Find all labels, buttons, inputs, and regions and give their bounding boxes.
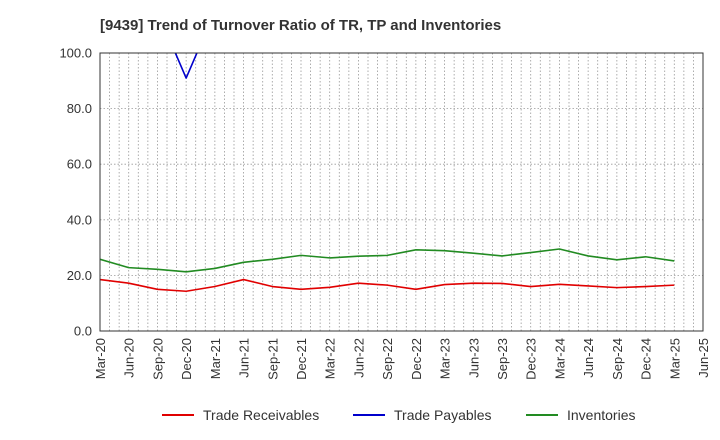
x-tick-label: Mar-22: [323, 338, 338, 379]
x-tick-label: Mar-21: [208, 338, 223, 379]
x-tick-label: Dec-24: [639, 338, 654, 380]
x-tick-label: Dec-20: [179, 338, 194, 380]
plot-frame: [99, 52, 704, 332]
legend-label: Trade Receivables: [203, 407, 319, 423]
x-tick-label: Jun-20: [122, 338, 137, 378]
x-axis: Mar-20 Jun-20 Sep-20 Dec-20 Mar-21 Jun-21 Sep-…: [93, 338, 711, 380]
y-tick-label: 20.0: [67, 268, 92, 283]
x-tick-label: Mar-25: [667, 338, 682, 379]
y-tick-label: 60.0: [67, 157, 92, 172]
x-tick-label: Dec-21: [294, 338, 309, 380]
x-tick-label: Mar-23: [438, 338, 453, 379]
x-tick-label: Dec-22: [409, 338, 424, 380]
x-tick-label: Jun-24: [581, 338, 596, 378]
x-tick-label: Sep-21: [265, 338, 280, 380]
x-tick-label: Dec-23: [524, 338, 539, 380]
x-tick-label: Sep-24: [610, 338, 625, 380]
series-line-trade-payables: [174, 53, 198, 79]
x-tick-label: Jun-21: [237, 338, 252, 378]
series-line-trade-receivables: [100, 278, 675, 293]
y-tick-label: 0.0: [74, 324, 92, 339]
plot-area: [100, 53, 703, 331]
series-line-inventories: [100, 248, 675, 273]
x-tick-label: Mar-20: [93, 338, 108, 379]
x-tick-label: Sep-23: [495, 338, 510, 380]
x-tick-label: Jun-23: [466, 338, 481, 378]
legend-label: Trade Payables: [394, 407, 492, 423]
x-tick-label: Jun-25: [696, 338, 711, 378]
x-tick-label: Sep-22: [380, 338, 395, 380]
legend-label: Inventories: [567, 407, 635, 423]
x-tick-label: Sep-20: [150, 338, 165, 380]
series-group: [100, 53, 675, 293]
chart-title: [9439] Trend of Turnover Ratio of TR, TP…: [100, 17, 501, 34]
y-tick-label: 40.0: [67, 212, 92, 227]
legend: Trade Receivables Trade Payables Inventori…: [162, 407, 635, 423]
y-axis: 0.0 20.0 40.0 60.0 80.0 100.0: [59, 46, 92, 339]
x-tick-label: Jun-22: [351, 338, 366, 378]
y-tick-label: 80.0: [67, 101, 92, 116]
x-tick-label: Mar-24: [552, 338, 567, 379]
horizontal-grid: [100, 108, 703, 276]
y-tick-label: 100.0: [59, 46, 92, 61]
